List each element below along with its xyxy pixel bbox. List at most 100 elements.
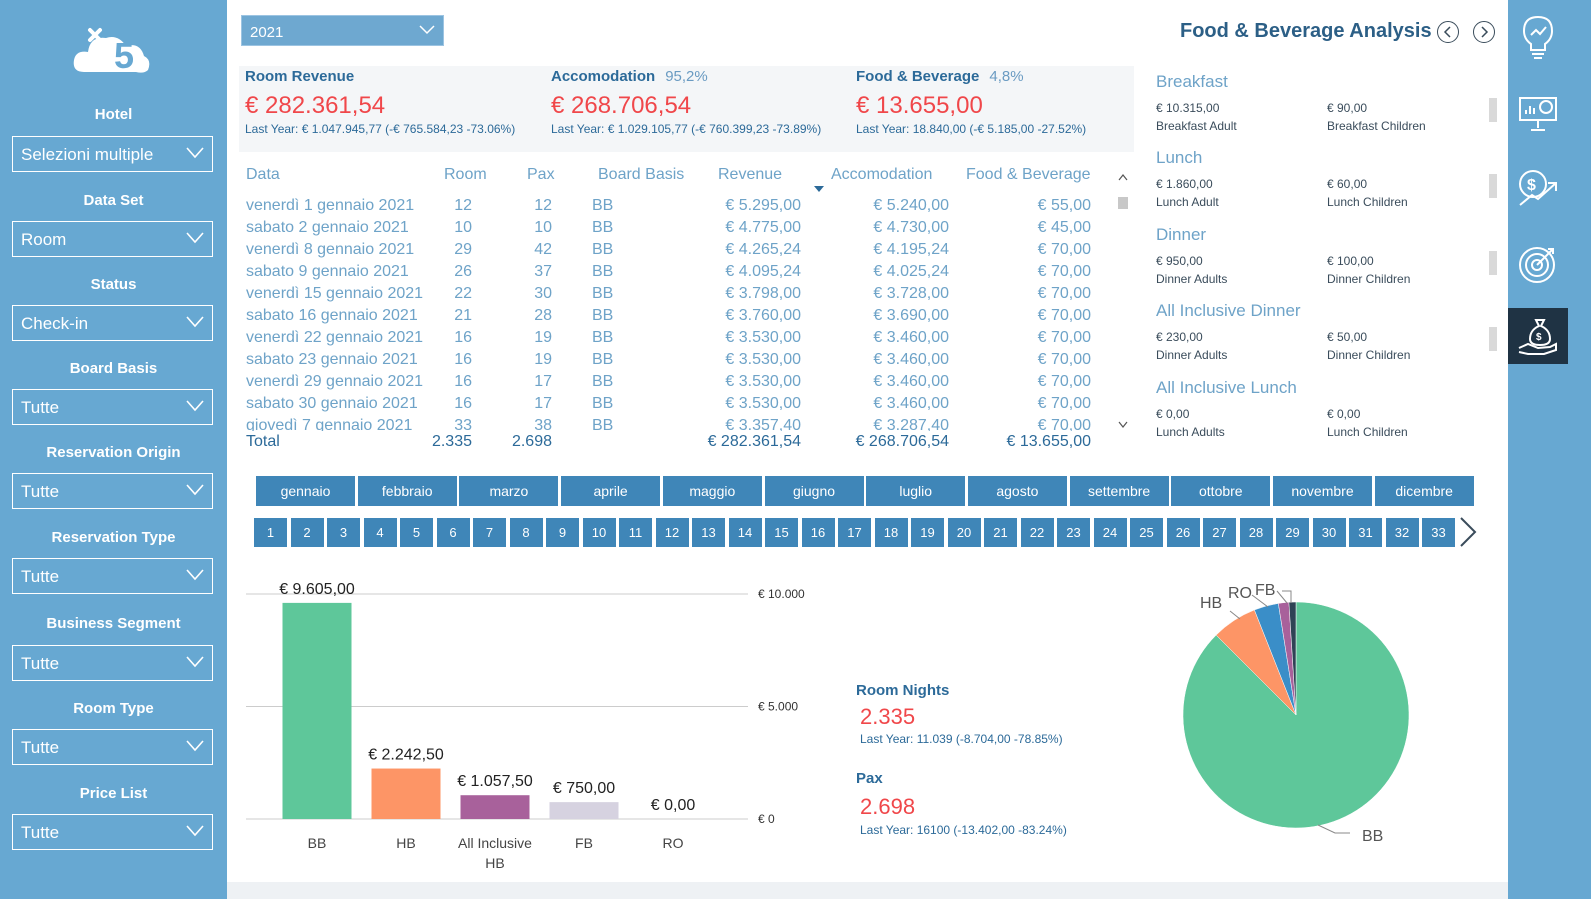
month-gennaio[interactable]: gennaio (256, 476, 355, 506)
bar-data-label: € 750,00 (553, 780, 615, 797)
pie-slice-other[interactable] (1288, 601, 1297, 716)
table-row[interactable]: sabato 23 gennaio 2021 16 19 BB € 3.530,00 € … (239, 351, 1099, 373)
day-1[interactable]: 1 (254, 518, 287, 547)
filter-dropdown-board-basis[interactable]: Tutte (12, 389, 213, 425)
day-15[interactable]: 15 (765, 518, 798, 547)
month-novembre[interactable]: novembre (1273, 476, 1372, 506)
filter-dropdown-data-set[interactable]: Room (12, 221, 213, 257)
month-febbraio[interactable]: febbraio (357, 476, 457, 506)
table-row[interactable]: sabato 9 gennaio 2021 26 37 BB € 4.095,24 € 4… (239, 263, 1099, 285)
day-22[interactable]: 22 (1020, 518, 1054, 547)
food-beverage-nav-button[interactable]: $ (1508, 308, 1568, 364)
target-nav-button[interactable] (1508, 236, 1568, 292)
filter-dropdown-reservation-type[interactable]: Tutte (12, 558, 213, 594)
kpi-percent: 4,8% (989, 68, 1024, 85)
x-category-label: BB (308, 835, 327, 851)
filter-dropdown-reservation-origin[interactable]: Tutte (12, 473, 213, 509)
insights-nav-button[interactable] (1508, 8, 1568, 64)
column-header-data[interactable]: Data (246, 166, 280, 183)
day-33[interactable]: 33 (1422, 518, 1455, 547)
y-tick-label: € 10.000 (758, 587, 805, 601)
day-14[interactable]: 14 (728, 518, 762, 547)
day-8[interactable]: 8 (509, 518, 543, 547)
cell-food-beverage: € 70,00 (1037, 307, 1091, 324)
month-aprile[interactable]: aprile (561, 476, 661, 506)
month-marzo[interactable]: marzo (459, 476, 559, 506)
day-24[interactable]: 24 (1093, 518, 1127, 547)
table-row[interactable]: giovedì 7 gennaio 2021 33 38 BB € 3.357,40 € … (239, 417, 1099, 431)
month-dicembre[interactable]: dicembre (1374, 476, 1474, 506)
room-nights-last-year: Last Year: 11.039 (-8.704,00 -78.85%) (860, 732, 1063, 746)
day-slicer-next-button[interactable] (1458, 516, 1478, 548)
filter-dropdown-room-type[interactable]: Tutte (12, 729, 213, 765)
column-header-pax[interactable]: Pax (527, 166, 555, 183)
filter-dropdown-hotel[interactable]: Selezioni multiple (12, 136, 213, 172)
bar-fb[interactable] (549, 802, 619, 819)
day-30[interactable]: 30 (1312, 518, 1346, 547)
year-dropdown[interactable]: 2021 (241, 15, 444, 46)
column-header-accomodation[interactable]: Accomodation (831, 166, 933, 183)
day-4[interactable]: 4 (363, 518, 397, 547)
filter-dropdown-business-segment[interactable]: Tutte (12, 645, 213, 681)
day-12[interactable]: 12 (655, 518, 689, 547)
table-row[interactable]: sabato 30 gennaio 2021 16 17 BB € 3.530,00 € … (239, 395, 1099, 417)
previous-page-button[interactable] (1437, 21, 1459, 43)
day-19[interactable]: 19 (911, 518, 944, 547)
table-row[interactable]: sabato 16 gennaio 2021 21 28 BB € 3.760,00 € … (239, 307, 1099, 329)
filter-label-data-set: Data Set (83, 192, 144, 209)
bar-bb[interactable] (282, 602, 352, 819)
table-scrollbar-thumb[interactable] (1118, 197, 1128, 209)
month-ottobre[interactable]: ottobre (1171, 476, 1271, 506)
table-row[interactable]: venerdì 15 gennaio 2021 22 30 BB € 3.798,00 €… (239, 285, 1099, 307)
filter-dropdown-price-list[interactable]: Tutte (12, 814, 213, 850)
bar-hb[interactable] (371, 768, 441, 819)
day-3[interactable]: 3 (327, 518, 360, 547)
day-11[interactable]: 11 (619, 518, 652, 547)
day-18[interactable]: 18 (874, 518, 908, 547)
day-16[interactable]: 16 (801, 518, 835, 547)
column-header-revenue[interactable]: Revenue (718, 166, 783, 183)
table-row[interactable]: venerdì 29 gennaio 2021 16 17 BB € 3.530,00 €… (239, 373, 1099, 395)
day-9[interactable]: 9 (546, 518, 579, 547)
day-21[interactable]: 21 (984, 518, 1017, 547)
day-2[interactable]: 2 (290, 518, 324, 547)
chevron-left-icon (1443, 26, 1451, 38)
month-luglio[interactable]: luglio (866, 476, 966, 506)
table-row[interactable]: venerdì 22 gennaio 2021 16 19 BB € 3.530,00 €… (239, 329, 1099, 351)
month-settembre[interactable]: settembre (1069, 476, 1169, 506)
day-5[interactable]: 5 (400, 518, 433, 547)
day-27[interactable]: 27 (1203, 518, 1236, 547)
day-29[interactable]: 29 (1276, 518, 1309, 547)
month-agosto[interactable]: agosto (967, 476, 1067, 506)
table-scrollbar[interactable] (1116, 170, 1130, 434)
cell-revenue: € 5.295,00 (725, 197, 801, 214)
day-32[interactable]: 32 (1385, 518, 1419, 547)
day-25[interactable]: 25 (1130, 518, 1163, 547)
day-28[interactable]: 28 (1239, 518, 1273, 547)
filter-dropdown-status[interactable]: Check-in (12, 305, 213, 341)
bar-all-inclusive-hb[interactable] (460, 795, 530, 819)
table-row[interactable]: sabato 2 gennaio 2021 10 10 BB € 4.775,00 € 4… (239, 219, 1099, 241)
day-31[interactable]: 31 (1349, 518, 1382, 547)
next-page-button[interactable] (1473, 21, 1495, 43)
day-10[interactable]: 10 (582, 518, 616, 547)
table-row[interactable]: venerdì 8 gennaio 2021 29 42 BB € 4.265,24 € … (239, 241, 1099, 263)
day-13[interactable]: 13 (692, 518, 725, 547)
day-6[interactable]: 6 (436, 518, 470, 547)
month-maggio[interactable]: maggio (662, 476, 762, 506)
column-header-food-beverage[interactable]: Food & Beverage (966, 166, 1091, 183)
day-17[interactable]: 17 (838, 518, 871, 547)
revenue-nav-button[interactable]: $ (1508, 160, 1568, 216)
pie-slice-bb[interactable] (1182, 601, 1410, 829)
day-7[interactable]: 7 (473, 518, 506, 547)
day-26[interactable]: 26 (1166, 518, 1200, 547)
column-header-board-basis[interactable]: Board Basis (598, 166, 685, 183)
column-header-room[interactable]: Room (444, 166, 487, 183)
table-row[interactable]: venerdì 1 gennaio 2021 12 12 BB € 5.295,00 € … (239, 197, 1099, 219)
filter-label-business-segment: Business Segment (46, 615, 181, 632)
month-giugno[interactable]: giugno (764, 476, 864, 506)
cell-revenue: € 3.530,00 (725, 351, 801, 368)
presentation-nav-button[interactable] (1508, 84, 1568, 140)
day-23[interactable]: 23 (1057, 518, 1090, 547)
day-20[interactable]: 20 (947, 518, 981, 547)
